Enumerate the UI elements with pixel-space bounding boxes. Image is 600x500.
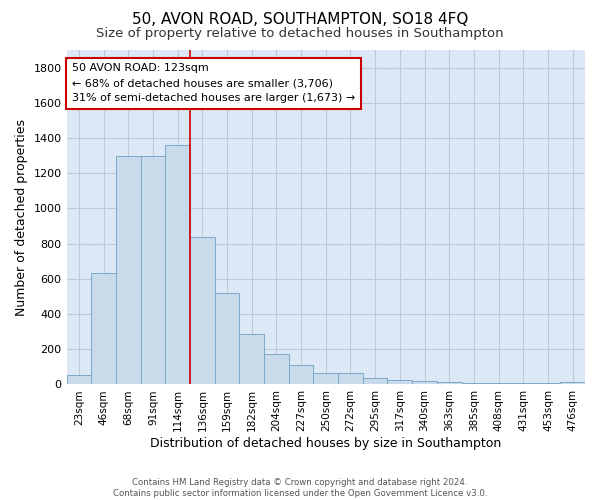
Y-axis label: Number of detached properties: Number of detached properties: [15, 118, 28, 316]
Bar: [140, 156, 165, 384]
Bar: [486, 383, 511, 384]
Bar: [165, 145, 190, 384]
Bar: [338, 373, 363, 384]
X-axis label: Distribution of detached houses by size in Southampton: Distribution of detached houses by size …: [150, 437, 502, 450]
Bar: [289, 365, 313, 384]
Bar: [264, 354, 289, 384]
Bar: [313, 373, 338, 384]
Text: Size of property relative to detached houses in Southampton: Size of property relative to detached ho…: [96, 28, 504, 40]
Text: Contains HM Land Registry data © Crown copyright and database right 2024.
Contai: Contains HM Land Registry data © Crown c…: [113, 478, 487, 498]
Bar: [511, 383, 536, 384]
Bar: [116, 156, 140, 384]
Bar: [560, 382, 585, 384]
Bar: [239, 334, 264, 384]
Bar: [91, 272, 116, 384]
Bar: [461, 382, 486, 384]
Bar: [67, 375, 91, 384]
Text: 50 AVON ROAD: 123sqm
← 68% of detached houses are smaller (3,706)
31% of semi-de: 50 AVON ROAD: 123sqm ← 68% of detached h…: [72, 64, 355, 103]
Bar: [536, 383, 560, 384]
Bar: [412, 382, 437, 384]
Bar: [388, 380, 412, 384]
Bar: [437, 382, 461, 384]
Bar: [190, 236, 215, 384]
Text: 50, AVON ROAD, SOUTHAMPTON, SO18 4FQ: 50, AVON ROAD, SOUTHAMPTON, SO18 4FQ: [132, 12, 468, 28]
Bar: [363, 378, 388, 384]
Bar: [215, 293, 239, 384]
